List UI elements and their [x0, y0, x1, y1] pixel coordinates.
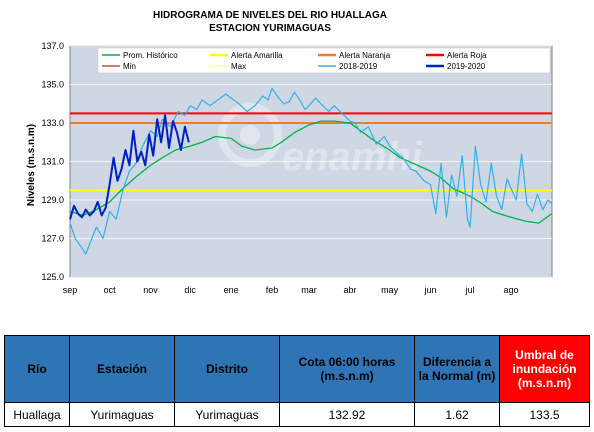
threshold-lines	[70, 112, 552, 192]
header-diferencia: Diferencia a la Normal (m)	[414, 335, 500, 403]
legend-item-max: Max	[210, 62, 246, 71]
cell-estacion: Yurimaguas	[69, 402, 175, 427]
header-rio: Río	[4, 335, 70, 403]
x-tick-label: nov	[143, 285, 158, 295]
legend-label: 2018-2019	[339, 62, 378, 71]
table-header-row: Río Estación Distrito Cota 06:00 horas (…	[4, 335, 590, 403]
cell-rio: Huallaga	[4, 402, 70, 427]
y-tick-label: 131.0	[41, 157, 64, 167]
chart-title: HIDROGRAMA DE NIVELES DEL RIO HUALLAGA	[153, 10, 387, 21]
legend-label: Alerta Amarilla	[231, 51, 283, 60]
y-tick-label: 125.0	[41, 272, 64, 282]
legend-item-min: Min	[102, 62, 136, 71]
cell-distrito: Yurimaguas	[174, 402, 280, 427]
legend-label: Prom. Histórico	[123, 51, 178, 60]
y-tick-label: 137.0	[41, 41, 64, 51]
x-tick-label: jul	[465, 285, 475, 295]
series-line-2018-2019	[69, 87, 553, 255]
x-tick-label: may	[381, 285, 399, 295]
legend-label: Alerta Roja	[447, 51, 487, 60]
hydrograph-chart: HIDROGRAMA DE NIVELES DEL RIO HUALLAGA E…	[26, 10, 553, 295]
x-tick-label: dic	[184, 285, 196, 295]
header-distrito: Distrito	[174, 335, 280, 403]
legend-item-alerta-naranja: Alerta Naranja	[318, 51, 391, 60]
table-row: Huallaga Yurimaguas Yurimaguas 132.92 1.…	[4, 402, 590, 427]
y-axis-label: Niveles (m.s.n.m)	[26, 124, 37, 206]
legend-label: Min	[123, 62, 136, 71]
x-tick-label: mar	[301, 285, 317, 295]
legend-item-alerta-amarilla: Alerta Amarilla	[210, 51, 283, 60]
y-tick-label: 129.0	[41, 195, 64, 205]
y-tick-label: 127.0	[41, 234, 64, 244]
y-tick-labels: 125.0 127.0 129.0 131.0 133.0 135.0 137.0	[41, 41, 64, 282]
x-tick-label: abr	[343, 285, 356, 295]
station-data-table: Río Estación Distrito Cota 06:00 horas (…	[4, 335, 590, 427]
cell-diferencia: 1.62	[414, 402, 500, 427]
x-tick-label: oct	[104, 285, 117, 295]
legend-label: 2019-2020	[447, 62, 486, 71]
legend-item-alerta-roja: Alerta Roja	[426, 51, 487, 60]
x-tick-labels: sep oct nov dic ene feb mar abr may jun jul ago	[63, 285, 519, 295]
legend-item-2019-2020: 2019-2020	[426, 62, 486, 71]
legend-label: Alerta Naranja	[339, 51, 391, 60]
series-line-2019-2020	[69, 114, 190, 220]
chart-subtitle: ESTACION YURIMAGUAS	[209, 23, 331, 34]
cell-cota: 132.92	[279, 402, 415, 427]
x-tick-label: jun	[424, 285, 437, 295]
chart-legend: Prom. Histórico Alerta Amarilla Alerta Nar…	[97, 47, 551, 74]
legend-item-2018-2019: 2018-2019	[318, 62, 378, 71]
header-cota: Cota 06:00 horas (m.s.n.m)	[279, 335, 415, 403]
x-tick-label: ago	[504, 285, 519, 295]
cell-umbral: 133.5	[499, 402, 590, 427]
series-line-prom-historico	[69, 120, 553, 224]
x-tick-label: feb	[266, 285, 279, 295]
legend-item-prom-historico: Prom. Histórico	[102, 51, 178, 60]
legend-label: Max	[231, 62, 246, 71]
x-tick-label: ene	[224, 285, 239, 295]
y-tick-label: 133.0	[41, 118, 64, 128]
y-tick-label: 135.0	[41, 80, 64, 90]
senamhi-watermark-logo: enamhi	[218, 103, 423, 179]
series-lines	[69, 87, 553, 255]
x-tick-label: sep	[63, 285, 78, 295]
header-umbral: Umbral de inundación (m.s.n.m)	[499, 335, 590, 403]
header-estacion: Estación	[69, 335, 175, 403]
